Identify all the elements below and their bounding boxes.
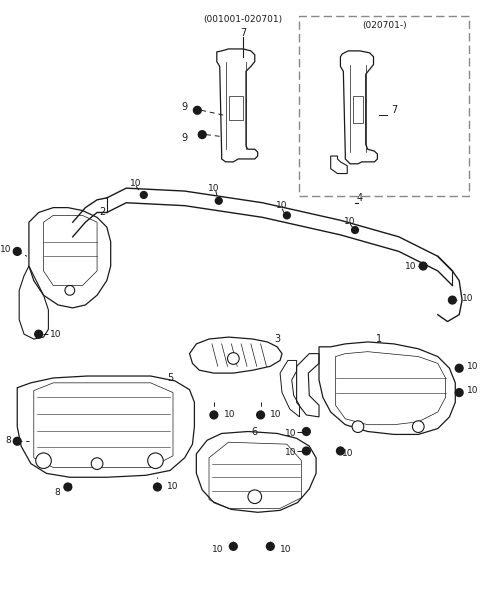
Text: 1: 1 <box>376 334 383 344</box>
Text: 10: 10 <box>405 262 416 271</box>
Circle shape <box>64 483 72 491</box>
Circle shape <box>13 438 21 445</box>
Text: (001001-020701): (001001-020701) <box>204 15 283 24</box>
Circle shape <box>91 458 103 469</box>
Text: (020701-): (020701-) <box>362 21 407 30</box>
Text: 10: 10 <box>276 201 288 210</box>
Text: 10: 10 <box>130 179 142 188</box>
Circle shape <box>154 483 161 491</box>
Text: 10: 10 <box>208 184 220 192</box>
Circle shape <box>352 226 359 234</box>
Circle shape <box>352 421 364 432</box>
Text: 9: 9 <box>181 103 188 112</box>
Circle shape <box>13 248 21 256</box>
Circle shape <box>448 296 456 304</box>
Circle shape <box>284 212 290 219</box>
Circle shape <box>65 285 75 295</box>
Text: 7: 7 <box>391 105 397 115</box>
Text: 8: 8 <box>6 436 12 445</box>
Text: 10: 10 <box>167 483 179 492</box>
Circle shape <box>198 131 206 138</box>
Text: 3: 3 <box>274 334 280 344</box>
Circle shape <box>419 262 427 270</box>
Text: 10: 10 <box>212 545 224 554</box>
Text: 10: 10 <box>467 362 479 371</box>
Text: 10: 10 <box>50 330 62 339</box>
Text: 10: 10 <box>342 449 354 458</box>
Text: 10: 10 <box>270 410 282 419</box>
Circle shape <box>210 411 218 419</box>
Circle shape <box>302 447 310 455</box>
Text: 10: 10 <box>280 545 291 554</box>
Circle shape <box>228 353 239 364</box>
Circle shape <box>36 453 51 469</box>
Text: 10: 10 <box>462 294 474 303</box>
Circle shape <box>140 192 147 198</box>
Circle shape <box>302 427 310 435</box>
Circle shape <box>456 364 463 372</box>
Circle shape <box>257 411 264 419</box>
Circle shape <box>248 490 262 504</box>
Text: 5: 5 <box>167 373 173 383</box>
Circle shape <box>148 453 163 469</box>
Circle shape <box>456 388 463 396</box>
Circle shape <box>412 421 424 432</box>
Circle shape <box>266 543 274 551</box>
Text: 10: 10 <box>285 449 297 458</box>
Circle shape <box>216 197 222 204</box>
Text: 7: 7 <box>240 29 246 38</box>
Circle shape <box>35 330 43 338</box>
Text: 10: 10 <box>224 410 235 419</box>
Text: 10: 10 <box>285 429 297 438</box>
Circle shape <box>229 543 237 551</box>
Text: 10: 10 <box>345 217 356 226</box>
Text: 2: 2 <box>99 208 105 217</box>
Circle shape <box>336 447 344 455</box>
Text: 8: 8 <box>54 489 60 497</box>
Text: 9: 9 <box>181 132 188 143</box>
Circle shape <box>193 106 201 114</box>
Text: 10: 10 <box>0 245 12 254</box>
Text: 4: 4 <box>357 193 363 203</box>
Text: 6: 6 <box>252 427 258 436</box>
Text: 10: 10 <box>467 386 479 395</box>
